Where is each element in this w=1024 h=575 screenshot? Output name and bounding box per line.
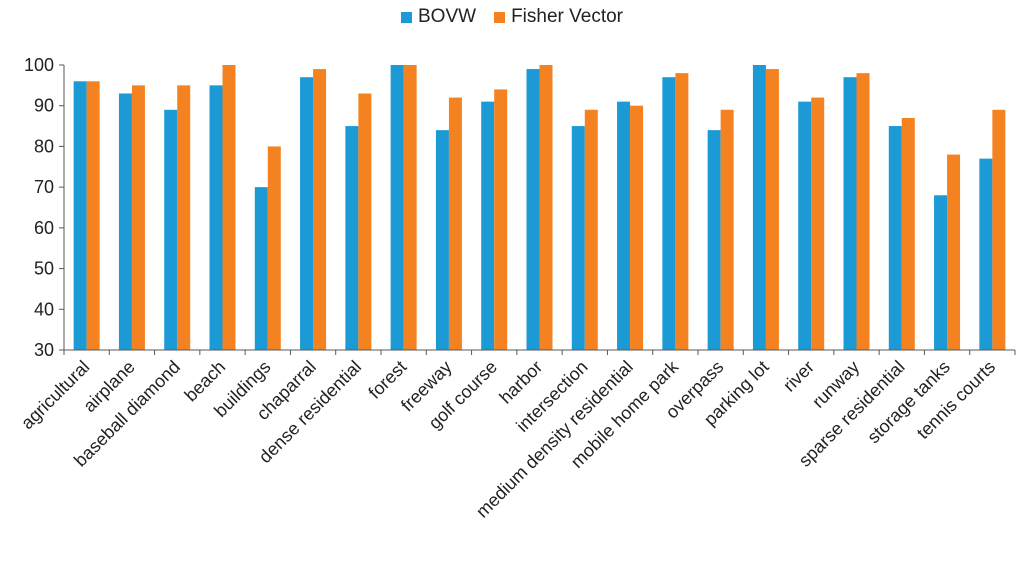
bar-fisher-vector-8 xyxy=(448,97,462,350)
bar-bovw-2 xyxy=(164,109,178,350)
bar-bovw-4 xyxy=(254,187,268,350)
bar-fisher-vector-18 xyxy=(901,117,915,351)
y-tick-label-50: 50 xyxy=(34,259,54,279)
bar-fisher-vector-17 xyxy=(856,73,870,350)
bar-fisher-vector-5 xyxy=(313,69,327,350)
legend-swatch-fisher-vector xyxy=(494,11,506,23)
bar-fisher-vector-6 xyxy=(358,93,372,350)
bar-fisher-vector-20 xyxy=(992,109,1006,350)
bar-fisher-vector-10 xyxy=(539,65,553,350)
bar-bovw-17 xyxy=(843,77,857,351)
x-tick-label-agricultural: agricultural xyxy=(17,357,93,433)
bar-fisher-vector-12 xyxy=(630,105,644,351)
bar-bovw-14 xyxy=(707,130,721,350)
y-tick-label-80: 80 xyxy=(34,136,54,156)
bar-bovw-7 xyxy=(390,65,404,350)
bar-bovw-19 xyxy=(934,195,948,350)
bar-bovw-5 xyxy=(300,77,314,351)
bar-bovw-13 xyxy=(662,77,676,351)
bar-bovw-20 xyxy=(979,158,993,350)
y-tick-label-60: 60 xyxy=(34,218,54,238)
legend-swatch-bovw xyxy=(401,11,412,23)
bar-fisher-vector-16 xyxy=(811,97,825,350)
bar-fisher-vector-2 xyxy=(177,85,191,351)
bar-bovw-15 xyxy=(752,65,766,350)
bar-fisher-vector-14 xyxy=(720,109,734,350)
bar-bovw-0 xyxy=(73,81,87,350)
bar-fisher-vector-0 xyxy=(86,81,100,350)
bar-fisher-vector-3 xyxy=(222,65,236,350)
bar-fisher-vector-13 xyxy=(675,73,689,350)
bar-bovw-6 xyxy=(345,126,359,350)
bar-fisher-vector-19 xyxy=(947,154,961,350)
bar-fisher-vector-9 xyxy=(494,89,508,351)
bar-fisher-vector-15 xyxy=(765,69,779,350)
bar-bovw-18 xyxy=(888,126,902,350)
bar-bovw-8 xyxy=(435,130,449,350)
y-tick-label-70: 70 xyxy=(34,177,54,197)
bar-bovw-3 xyxy=(209,85,223,351)
bar-fisher-vector-11 xyxy=(584,109,598,350)
bar-bovw-16 xyxy=(798,101,812,350)
bar-bovw-12 xyxy=(617,101,631,350)
bar-fisher-vector-4 xyxy=(267,146,281,350)
bar-bovw-11 xyxy=(571,126,585,350)
y-tick-label-30: 30 xyxy=(34,340,54,360)
legend-item-fisher-vector: Fisher Vector xyxy=(494,6,623,28)
legend-item-bovw: BOVW xyxy=(401,6,476,28)
bar-bovw-9 xyxy=(481,101,495,350)
x-tick-label-river: river xyxy=(779,357,818,396)
bar-bovw-10 xyxy=(526,69,540,350)
bar-bovw-1 xyxy=(118,93,132,350)
bar-fisher-vector-1 xyxy=(131,85,145,351)
bar-fisher-vector-7 xyxy=(403,65,417,350)
legend-label-fisher-vector: Fisher Vector xyxy=(511,6,623,27)
y-tick-label-90: 90 xyxy=(34,96,54,116)
legend-label-bovw: BOVW xyxy=(418,6,477,27)
y-tick-label-100: 100 xyxy=(24,55,54,75)
chart-legend: BOVW Fisher Vector xyxy=(0,4,1024,30)
y-tick-label-40: 40 xyxy=(34,299,54,319)
